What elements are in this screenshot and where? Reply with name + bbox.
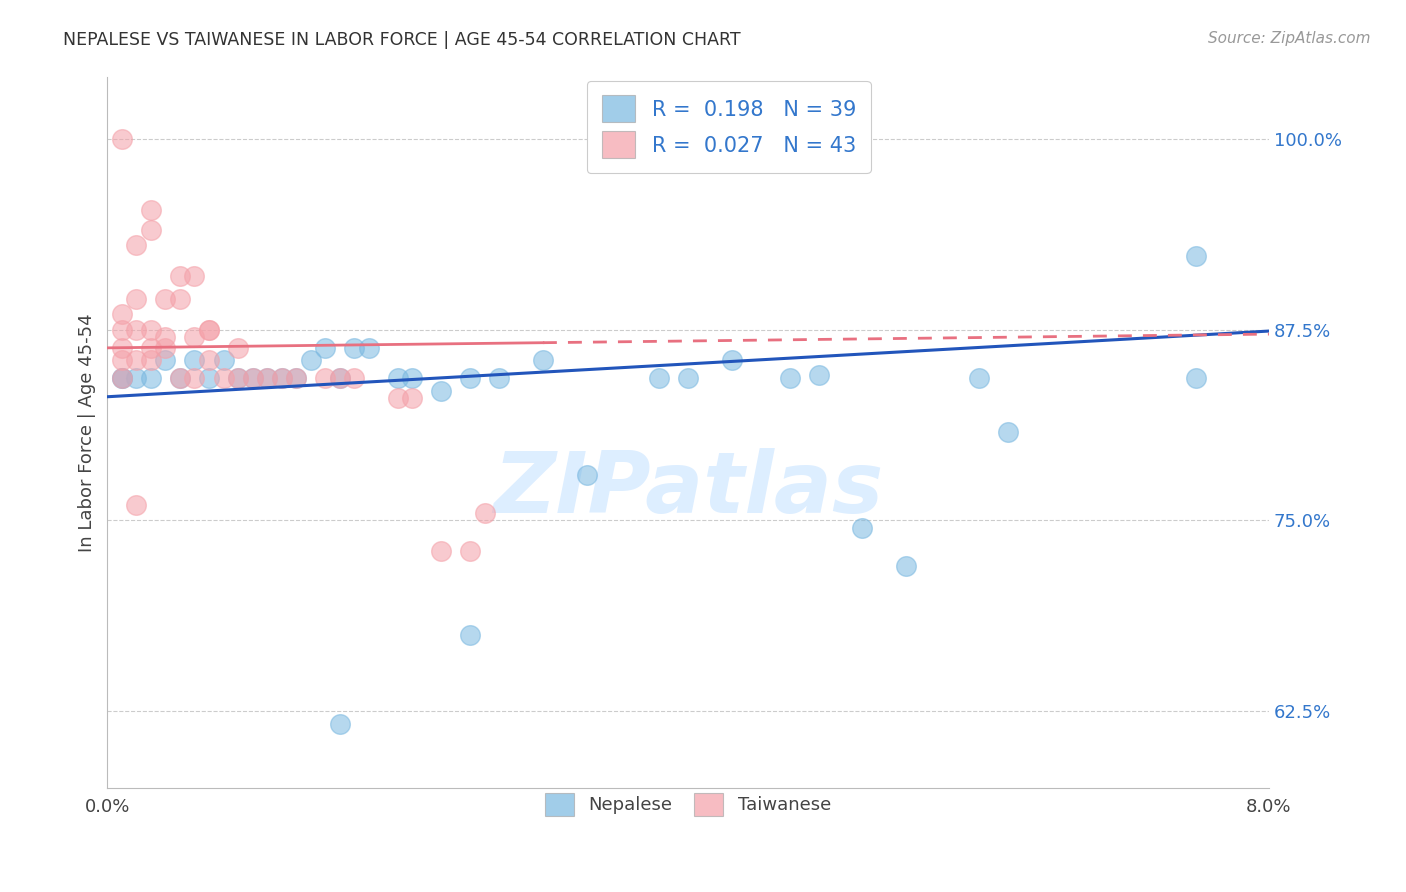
Y-axis label: In Labor Force | Age 45-54: In Labor Force | Age 45-54	[79, 313, 96, 552]
Point	[460, 544, 482, 558]
Point	[242, 371, 264, 385]
Point	[401, 371, 423, 385]
Point	[139, 223, 162, 237]
Point	[111, 371, 134, 385]
Point	[226, 341, 249, 355]
Point	[997, 425, 1019, 439]
Point	[125, 322, 148, 336]
Point	[270, 371, 292, 385]
Point	[474, 506, 496, 520]
Point	[169, 371, 191, 385]
Point	[430, 544, 453, 558]
Point	[343, 341, 366, 355]
Point	[226, 371, 249, 385]
Point	[329, 371, 352, 385]
Point	[270, 371, 292, 385]
Point	[460, 628, 482, 642]
Point	[139, 322, 162, 336]
Point	[169, 292, 191, 306]
Point	[299, 353, 322, 368]
Point	[198, 353, 221, 368]
Point	[155, 330, 177, 344]
Point	[111, 307, 134, 321]
Point	[139, 353, 162, 368]
Point	[155, 292, 177, 306]
Point	[329, 371, 352, 385]
Text: ZIPatlas: ZIPatlas	[494, 448, 883, 531]
Point	[125, 498, 148, 512]
Point	[1185, 371, 1208, 385]
Point	[488, 371, 510, 385]
Point	[111, 371, 134, 385]
Point	[343, 371, 366, 385]
Point	[111, 371, 134, 385]
Point	[314, 341, 336, 355]
Point	[894, 559, 917, 574]
Text: NEPALESE VS TAIWANESE IN LABOR FORCE | AGE 45-54 CORRELATION CHART: NEPALESE VS TAIWANESE IN LABOR FORCE | A…	[63, 31, 741, 49]
Point	[111, 341, 134, 355]
Point	[967, 371, 990, 385]
Point	[285, 371, 308, 385]
Point	[720, 353, 742, 368]
Point	[111, 131, 134, 145]
Text: Source: ZipAtlas.com: Source: ZipAtlas.com	[1208, 31, 1371, 46]
Point	[851, 521, 873, 535]
Legend: Nepalese, Taiwanese: Nepalese, Taiwanese	[536, 784, 839, 825]
Point	[212, 371, 235, 385]
Point	[198, 322, 221, 336]
Point	[256, 371, 278, 385]
Point	[807, 368, 830, 383]
Point	[183, 268, 205, 283]
Point	[387, 371, 409, 385]
Point	[139, 203, 162, 218]
Point	[111, 322, 134, 336]
Point	[125, 353, 148, 368]
Point	[329, 716, 352, 731]
Point	[460, 371, 482, 385]
Point	[401, 391, 423, 405]
Point	[169, 268, 191, 283]
Point	[198, 322, 221, 336]
Point	[226, 371, 249, 385]
Point	[575, 467, 598, 482]
Point	[183, 371, 205, 385]
Point	[531, 353, 554, 368]
Point	[125, 238, 148, 252]
Point	[357, 341, 380, 355]
Point	[125, 292, 148, 306]
Point	[155, 353, 177, 368]
Point	[676, 371, 699, 385]
Point	[183, 330, 205, 344]
Point	[183, 353, 205, 368]
Point	[125, 371, 148, 385]
Point	[430, 384, 453, 398]
Point	[648, 371, 671, 385]
Point	[111, 353, 134, 368]
Point	[1185, 249, 1208, 263]
Point	[139, 341, 162, 355]
Point	[256, 371, 278, 385]
Point	[212, 353, 235, 368]
Point	[314, 371, 336, 385]
Point	[169, 371, 191, 385]
Point	[198, 371, 221, 385]
Point	[387, 391, 409, 405]
Point	[242, 371, 264, 385]
Point	[155, 341, 177, 355]
Point	[779, 371, 801, 385]
Point	[285, 371, 308, 385]
Point	[139, 371, 162, 385]
